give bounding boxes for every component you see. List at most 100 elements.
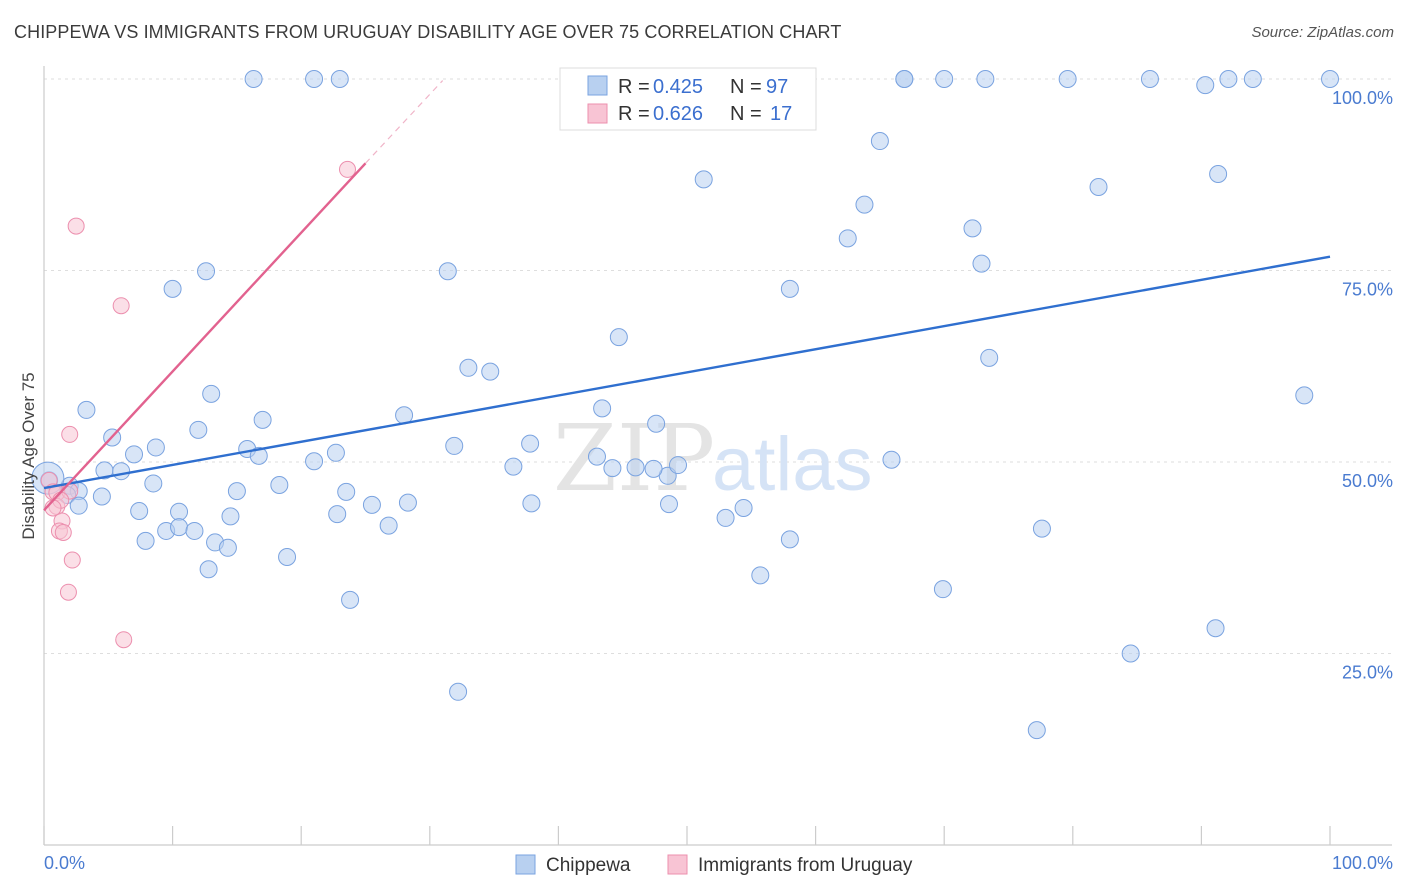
uruguay-point [63,551,81,569]
legend-n-label-uruguay: N = [730,103,767,125]
chippewa-point [609,328,628,347]
chippewa-point [1027,721,1046,740]
chippewa-point [1209,164,1228,183]
stats-legend: R = 0.425 N = 97 R = 0.626 N = 17 [559,67,817,131]
chippewa-point [1032,519,1051,538]
chippewa-point [398,493,417,512]
chippewa-point [305,70,324,88]
chippewa-point [221,507,240,526]
chippewa-point [882,450,901,469]
legend-swatch-uruguay [587,103,608,124]
chippewa-point [146,438,165,457]
legend-n-value-uruguay: 17 [770,103,792,125]
source-credit: Source: ZipAtlas.com [1251,24,1394,41]
trend-lines [43,80,1331,512]
chippewa-point [438,262,457,281]
y-tick-label-75: 75.0% [1342,280,1393,300]
chippewa-point [481,362,500,381]
chippewa-point [976,70,995,88]
series-points [31,70,1339,740]
chippewa-point [278,547,297,566]
chippewa-point [362,495,381,514]
y-tick-label-50: 50.0% [1342,471,1393,491]
chippewa-point [170,518,189,537]
chippewa-point [445,436,464,455]
chippewa-point [521,434,540,453]
chippewa-point [972,254,991,273]
legend-r-value-uruguay: 0.626 [653,103,703,125]
chippewa-point [202,384,221,403]
chippewa-point [189,420,208,439]
chippewa-point [838,229,857,248]
uruguay-point [338,160,356,178]
watermark-atlas: atlas [712,422,873,507]
chippewa-point [504,457,523,476]
legend-n-label-chippewa: N = [730,76,767,98]
chippewa-point [163,279,182,298]
uruguay-point [67,217,85,235]
chippewa-point [935,70,954,88]
chippewa-point [587,447,606,466]
x-tick-label-max: 100.0% [1332,853,1393,873]
x-tick-label-min: 0.0% [44,853,85,873]
chippewa-point [1196,76,1215,95]
bottom-legend-swatch-uruguay [667,854,688,875]
chippewa-point [855,195,874,214]
axes [43,66,1392,846]
chippewa-point [1243,70,1262,88]
chippewa-point [895,70,914,88]
uruguay-point [59,583,77,601]
chippewa-point [780,279,799,298]
legend-r-label-chippewa: R = [618,76,655,98]
chippewa-point [144,474,163,493]
chippewa-point [379,516,398,535]
chippewa-point [227,482,246,501]
chippewa-point [185,521,204,540]
chippewa-point [337,482,356,501]
chippewa-point [305,452,324,471]
chippewa-point [130,502,149,521]
chippewa-point [449,682,468,701]
chippewa-point [1295,386,1314,405]
chippewa-point [933,580,952,599]
chippewa-point [270,475,289,494]
chippewa-point [751,566,770,585]
chippewa-point [694,170,713,189]
chippewa-point [668,456,687,475]
chippewa-point [326,443,345,462]
chippewa-point [780,530,799,549]
chippewa-point [330,70,349,88]
chippewa-trend-line [43,255,1331,490]
legend-r-label-uruguay: R = [618,103,655,125]
y-tick-labels: 25.0% 50.0% 75.0% 100.0% [1332,88,1393,683]
chippewa-point [112,462,131,481]
chippewa-point [980,348,999,367]
uruguay-point [115,631,133,649]
legend-n-value-chippewa: 97 [766,76,788,98]
chippewa-point [77,400,96,419]
legend-r-value-chippewa: 0.425 [653,76,703,98]
chippewa-point [603,459,622,478]
chippewa-point [647,414,666,433]
chippewa-point [870,132,889,151]
bottom-legend-label-uruguay: Immigrants from Uruguay [698,855,913,876]
chippewa-point [593,399,612,418]
bottom-legend-swatch-chippewa [515,854,536,875]
chippewa-point [734,498,753,517]
chippewa-point [199,560,218,579]
chippewa-point [125,445,144,464]
chippewa-point [1089,178,1108,197]
chippewa-point [244,70,263,88]
bottom-legend: Chippewa Immigrants from Uruguay [515,854,913,876]
chippewa-point [218,538,237,557]
chippewa-point [1219,70,1238,88]
chippewa-point [249,446,268,465]
uruguay-point [61,425,79,443]
chippewa-point [626,458,645,477]
chippewa-point [963,219,982,238]
bottom-legend-label-chippewa: Chippewa [546,855,631,876]
uruguay-trend-extension [365,80,444,164]
chippewa-point [1206,619,1225,638]
chippewa-point [716,508,735,527]
